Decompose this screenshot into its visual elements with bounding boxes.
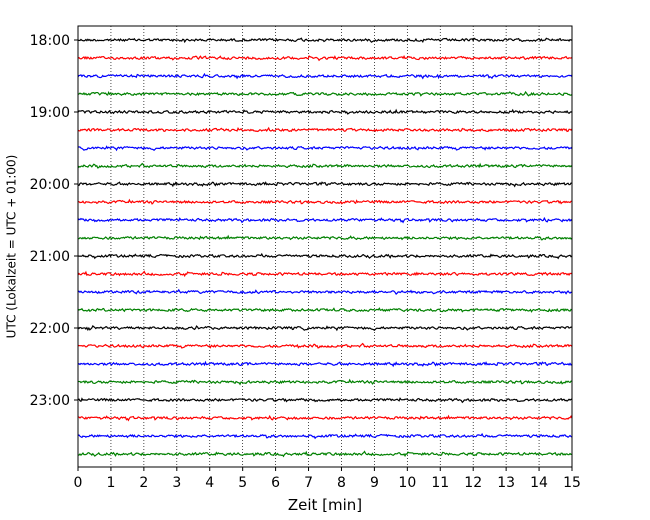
y-axis-ticks: 18:00 19:00 20:00 21:00 22:00 23:00 xyxy=(30,33,78,409)
trace-2200 xyxy=(77,324,573,332)
x-tick-label-3: 3 xyxy=(172,475,181,491)
x-tick-label-0: 0 xyxy=(74,475,83,491)
x-tick-label-11: 11 xyxy=(431,475,449,491)
x-tick-label-10: 10 xyxy=(398,475,416,491)
y-tick-label-2000: 20:00 xyxy=(30,177,70,193)
trace-2215 xyxy=(77,342,573,349)
trace-2000 xyxy=(77,181,572,188)
x-tick-label-6: 6 xyxy=(271,475,280,491)
trace-1845 xyxy=(77,90,573,97)
trace-1830 xyxy=(77,72,573,80)
trace-1915 xyxy=(77,126,573,133)
x-tick-label-14: 14 xyxy=(530,475,548,491)
x-tick-label-7: 7 xyxy=(304,475,313,491)
trace-2045 xyxy=(77,234,573,241)
x-axis-label: Zeit [min] xyxy=(288,496,362,514)
trace-2030 xyxy=(77,216,573,224)
trace-1945 xyxy=(77,162,573,169)
x-axis-ticks: 0 1 2 3 4 5 6 7 8 9 10 11 12 13 14 15 xyxy=(74,467,581,491)
trace-2330 xyxy=(77,432,573,440)
trace-2115 xyxy=(77,270,573,278)
trace-2015 xyxy=(77,198,573,205)
trace-2100 xyxy=(77,252,573,260)
y-tick-label-2100: 21:00 xyxy=(30,249,70,265)
trace-1815 xyxy=(77,55,573,62)
trace-2230 xyxy=(77,360,573,368)
plot-frame xyxy=(77,25,573,468)
y-tick-label-1900: 19:00 xyxy=(30,105,70,121)
x-tick-label-15: 15 xyxy=(563,475,581,491)
x-tick-label-13: 13 xyxy=(497,475,515,491)
trace-2300 xyxy=(77,397,573,404)
trace-2130 xyxy=(77,288,573,296)
trace-1900 xyxy=(77,108,573,115)
y-tick-label-2200: 22:00 xyxy=(30,321,70,337)
trace-2145 xyxy=(77,307,573,313)
x-tick-label-12: 12 xyxy=(464,475,482,491)
trace-2345 xyxy=(77,450,573,458)
y-tick-label-2300: 23:00 xyxy=(30,393,70,409)
x-tick-label-4: 4 xyxy=(205,475,214,491)
x-tick-label-9: 9 xyxy=(370,475,379,491)
x-tick-label-8: 8 xyxy=(337,475,346,491)
y-tick-label-1800: 18:00 xyxy=(30,33,70,49)
x-tick-label-1: 1 xyxy=(106,475,115,491)
x-tick-label-5: 5 xyxy=(238,475,247,491)
x-tick-label-2: 2 xyxy=(139,475,148,491)
y-axis-label: UTC (Lokalzeit = UTC + 01:00) xyxy=(5,155,19,339)
trace-1800 xyxy=(77,37,573,44)
trace-2245 xyxy=(77,378,573,386)
traces xyxy=(77,37,573,458)
trace-2315 xyxy=(77,414,573,422)
trace-1930 xyxy=(77,145,573,152)
